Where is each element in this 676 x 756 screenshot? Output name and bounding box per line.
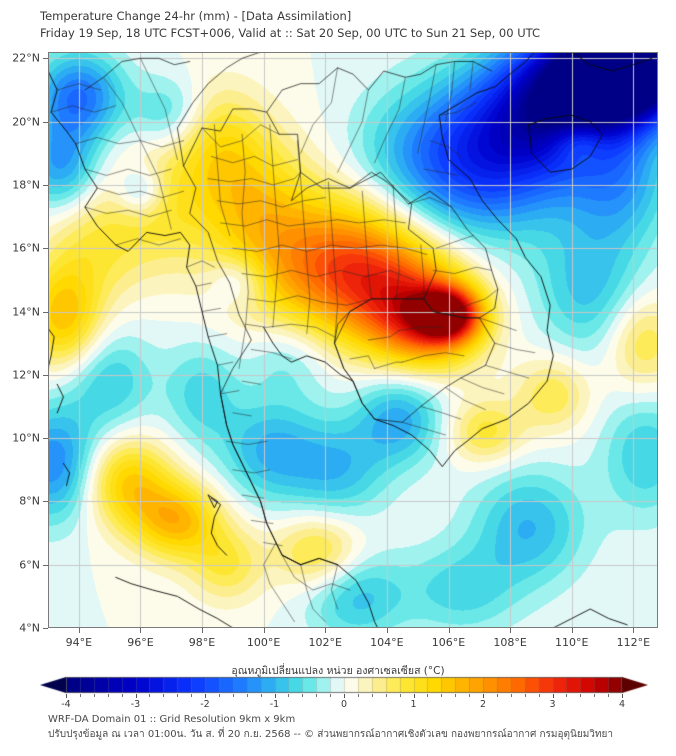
colorbar-minor-tick: [427, 694, 429, 697]
lat-tickmark: [43, 628, 48, 629]
lon-tick-label: 106°E: [431, 636, 466, 649]
colorbar-title: อุณหภูมิเปลี่ยนแปลง หน่วย องศาเซลเซียส (…: [231, 665, 445, 677]
colorbar-minor-tick: [79, 694, 81, 697]
lat-tick-label: 4°N: [19, 621, 40, 635]
colorbar-minor-tick: [496, 694, 498, 697]
colorbar-minor-tick: [510, 694, 512, 697]
title-block: Temperature Change 24-hr (mm) - [Data As…: [40, 8, 540, 41]
colorbar-tick-label: 1: [410, 699, 417, 710]
colorbar-minor-tick: [121, 694, 123, 697]
colorbar-minor-tick: [232, 694, 234, 697]
lat-tick-label: 14°N: [12, 305, 40, 319]
colorbar-major-tick: [205, 694, 206, 698]
lon-tickmark: [572, 628, 573, 633]
colorbar-minor-tick: [177, 694, 179, 697]
colorbar-major-tick: [135, 694, 137, 698]
colorbar-minor-tick: [580, 694, 582, 697]
colorbar-minor-tick: [538, 694, 540, 697]
colorbar-major-tick: [413, 694, 415, 698]
lat-tick-label: 22°N: [12, 51, 40, 65]
colorbar-minor-tick: [260, 694, 262, 697]
colorbar-tick-label: -4: [61, 699, 71, 710]
temperature-anomaly-field: [48, 52, 658, 628]
lon-tickmark: [387, 628, 388, 633]
lon-tickmark: [633, 628, 634, 633]
colorbar-minor-tick: [441, 694, 443, 697]
lon-tickmark: [510, 628, 511, 633]
lon-tick-label: 98°E: [188, 636, 216, 649]
colorbar-minor-tick: [163, 694, 165, 697]
colorbar-minor-tick: [566, 694, 568, 697]
colorbar-tick-label: -3: [130, 699, 141, 710]
footer: WRF-DA Domain 01 :: Grid Resolution 9km …: [48, 712, 613, 742]
colorbar-minor-tick: [608, 694, 610, 697]
lon-tick-label: 112°E: [616, 636, 651, 649]
colorbar-minor-tick: [399, 694, 401, 697]
colorbar-minor-tick: [469, 694, 471, 697]
colorbar-minor-tick: [330, 694, 332, 697]
chart-subtitle: Friday 19 Sep, 18 UTC FCST+006, Valid at…: [40, 25, 540, 40]
lon-tick-label: 102°E: [308, 636, 342, 649]
lon-tickmark: [325, 628, 326, 633]
colorbar-minor-tick: [594, 694, 596, 697]
colorbar-major-tick: [66, 694, 67, 698]
lon-tick-label: 94°E: [65, 636, 93, 649]
footer-credit: ปรับปรุงข้อมูล ณ เวลา 01:00น. วัน ส. ที่…: [48, 729, 613, 740]
lon-tickmark: [264, 628, 265, 633]
colorbar-minor-tick: [288, 694, 290, 697]
colorbar: -4 -3 -2 -1 0 1 2 3 4: [40, 676, 648, 710]
colorbar-minor-tick: [524, 694, 526, 697]
colorbar-major-tick: [622, 694, 623, 698]
lon-tickmark: [140, 628, 141, 633]
colorbar-tick-label: 2: [479, 699, 487, 710]
lat-tick-label: 18°N: [12, 178, 40, 192]
colorbar-tick-label: 3: [549, 699, 556, 710]
colorbar-minor-tick: [93, 694, 95, 697]
lon-tick-label: 108°E: [493, 636, 527, 649]
lat-tick-label: 16°N: [12, 241, 40, 255]
colorbar-gradient: [40, 676, 648, 694]
lat-tick-label: 6°N: [19, 558, 40, 572]
lon-tick-label: 104°E: [370, 636, 404, 649]
colorbar-minor-tick: [107, 694, 109, 697]
map-plot-area: [48, 52, 658, 628]
colorbar-minor-tick: [218, 694, 220, 697]
colorbar-major-tick: [552, 694, 554, 698]
colorbar-minor-tick: [385, 694, 387, 697]
colorbar-major-tick: [483, 694, 484, 698]
colorbar-minor-tick: [316, 694, 318, 697]
colorbar-tick-label: 0: [340, 699, 348, 710]
lon-tick-label: 96°E: [127, 636, 154, 649]
colorbar-tick-label: -1: [269, 699, 280, 710]
lat-tick-label: 8°N: [19, 494, 40, 508]
colorbar-minor-tick: [455, 694, 457, 697]
colorbar-major-tick: [274, 694, 276, 698]
lon-tick-label: 110°E: [555, 636, 589, 649]
lon-tick-label: 100°E: [246, 636, 281, 649]
lon-tickmark: [449, 628, 450, 633]
lat-tick-label: 10°N: [12, 431, 40, 445]
footer-domain-info: WRF-DA Domain 01 :: Grid Resolution 9km …: [48, 714, 296, 725]
chart-title: Temperature Change 24-hr (mm) - [Data As…: [40, 9, 352, 23]
colorbar-tick-label: -2: [200, 699, 210, 710]
colorbar-major-tick: [344, 694, 345, 698]
colorbar-minor-tick: [149, 694, 151, 697]
lon-tickmark: [79, 628, 80, 633]
colorbar-minor-tick: [302, 694, 304, 697]
colorbar-minor-tick: [357, 694, 359, 697]
colorbar-minor-tick: [191, 694, 193, 697]
colorbar-minor-tick: [246, 694, 248, 697]
colorbar-tick-label: 4: [618, 699, 626, 710]
lat-tick-label: 12°N: [12, 368, 40, 382]
colorbar-minor-tick: [371, 694, 373, 697]
lon-tickmark: [202, 628, 203, 633]
lat-tick-label: 20°N: [12, 115, 40, 129]
